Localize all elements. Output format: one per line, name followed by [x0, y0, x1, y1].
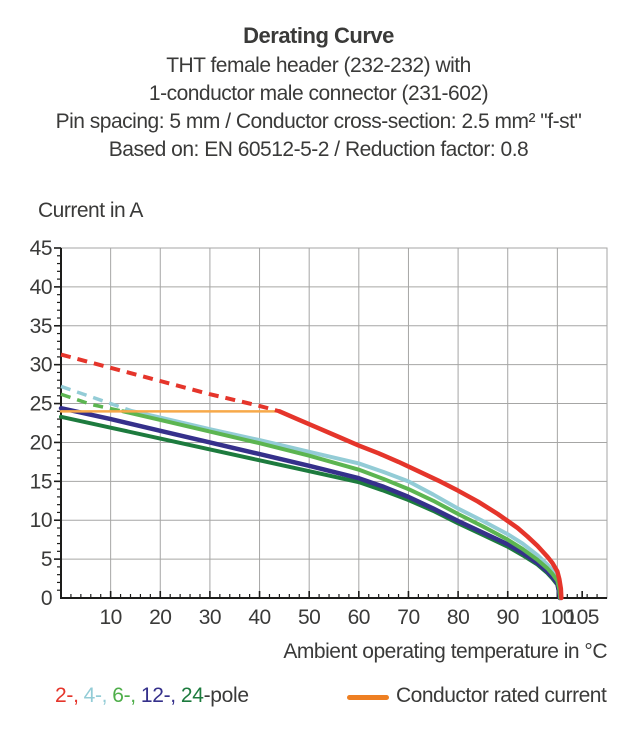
x-tick-label: 105 [565, 606, 599, 629]
chart-subtitle-4: Based on: EN 60512-5-2 / Reduction facto… [108, 138, 529, 161]
y-tick-label: 5 [41, 548, 52, 571]
y-tick-label: 10 [30, 509, 52, 532]
x-tick-label: 70 [397, 606, 419, 629]
pole-legend-item: 24 [180, 684, 204, 707]
x-tick-label: 20 [149, 606, 171, 629]
pole-legend-item: 2-, [55, 684, 79, 707]
y-tick-label: 25 [30, 393, 52, 416]
curve-6-pole-solid [121, 409, 563, 600]
legend: 2-, 4-, 6-, 12-, 24-pole Conductor rated cur… [0, 684, 637, 724]
pole-legend-item: 6-, [112, 684, 136, 707]
rated-current-label: Conductor rated current [396, 684, 607, 707]
pole-legend: 2-, 4-, 6-, 12-, 24-pole [55, 684, 249, 708]
chart-subtitle-1: THT female header (232-232) with [166, 54, 471, 77]
chart-subtitle-2: 1-conductor male connector (231-602) [148, 82, 489, 105]
chart-title: Derating Curve [243, 23, 394, 48]
pole-legend-suffix: -pole [203, 684, 250, 707]
x-tick-label: 10 [99, 606, 121, 629]
curve-2-pole-solid [277, 409, 564, 601]
y-tick-label: 20 [30, 431, 52, 454]
curve-4-pole-solid [130, 409, 563, 600]
rated-current-swatch-icon [347, 695, 389, 700]
y-tick-label: 35 [30, 315, 52, 338]
x-axis-title: Ambient operating temperature in °C [283, 640, 607, 663]
pole-legend-item: 4-, [83, 684, 108, 707]
curve-12-pole-solid [58, 405, 563, 601]
y-tick-label: 30 [30, 354, 52, 377]
curve-6-pole-dashed [60, 392, 124, 414]
x-tick-label: 40 [248, 606, 270, 629]
curve-2-pole-dashed [60, 352, 280, 414]
x-tick-label: 50 [298, 606, 320, 629]
y-axis-title: Current in A [38, 199, 143, 222]
y-tick-label: 45 [30, 237, 52, 260]
y-tick-label: 40 [30, 276, 52, 299]
curve-4-pole-dashed [60, 384, 134, 413]
x-tick-label: 30 [199, 606, 221, 629]
x-tick-label: 90 [497, 606, 519, 629]
x-tick-label: 60 [348, 606, 370, 629]
y-tick-label: 15 [30, 470, 52, 493]
chart-subtitle-3: Pin spacing: 5 mm / Conductor cross-sect… [55, 110, 582, 133]
pole-legend-item: 12-, [140, 684, 176, 707]
x-tick-label: 80 [447, 606, 469, 629]
x-tick-label: 100 [541, 606, 575, 629]
y-tick-label: 0 [41, 587, 52, 610]
